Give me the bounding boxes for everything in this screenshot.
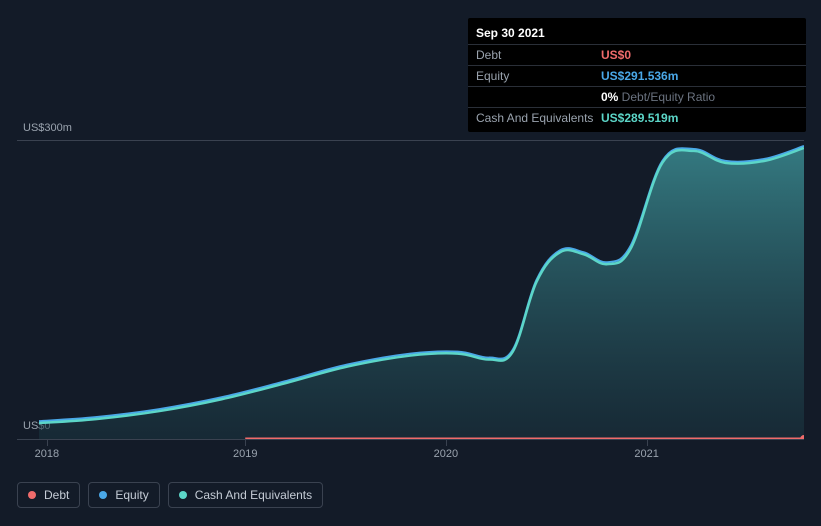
chart-area[interactable]: US$300m US$0 2018201920202021 bbox=[17, 140, 804, 440]
y-axis-label-max: US$300m bbox=[23, 122, 72, 134]
legend-dot-icon bbox=[179, 491, 187, 499]
tooltip-row-value: US$291.536m bbox=[601, 69, 678, 83]
x-tick bbox=[647, 440, 648, 446]
area-cash bbox=[39, 148, 804, 439]
chart-plot bbox=[17, 140, 804, 440]
legend-dot-icon bbox=[99, 491, 107, 499]
x-axis-label: 2021 bbox=[634, 448, 658, 460]
tooltip-row-value: US$0 bbox=[601, 48, 631, 62]
tooltip-row: 0% Debt/Equity Ratio bbox=[468, 86, 806, 107]
legend-dot-icon bbox=[28, 491, 36, 499]
tooltip-date: Sep 30 2021 bbox=[468, 22, 806, 44]
x-axis-label: 2020 bbox=[434, 448, 458, 460]
tooltip-row: EquityUS$291.536m bbox=[468, 65, 806, 86]
x-tick bbox=[47, 440, 48, 446]
chart-legend: Debt Equity Cash And Equivalents bbox=[17, 482, 323, 508]
legend-item[interactable]: Debt bbox=[17, 482, 80, 508]
legend-label: Equity bbox=[115, 488, 148, 502]
tooltip-row-label: Cash And Equivalents bbox=[476, 111, 601, 125]
tooltip-row-label bbox=[476, 90, 601, 104]
tooltip-row: DebtUS$0 bbox=[468, 44, 806, 65]
tooltip-row-label: Debt bbox=[476, 48, 601, 62]
legend-label: Cash And Equivalents bbox=[195, 488, 312, 502]
tooltip-row-value: US$289.519m bbox=[601, 111, 678, 125]
tooltip-row-label: Equity bbox=[476, 69, 601, 83]
x-axis: 2018 2019 2020 2021 bbox=[17, 440, 804, 470]
x-tick bbox=[446, 440, 447, 446]
tooltip-row-value: 0% Debt/Equity Ratio bbox=[601, 90, 715, 104]
x-tick bbox=[245, 440, 246, 446]
x-axis-label: 2019 bbox=[233, 448, 257, 460]
x-axis-label: 2018 bbox=[35, 448, 59, 460]
legend-label: Debt bbox=[44, 488, 69, 502]
legend-item[interactable]: Equity bbox=[88, 482, 159, 508]
legend-item[interactable]: Cash And Equivalents bbox=[168, 482, 323, 508]
tooltip-row: Cash And EquivalentsUS$289.519m bbox=[468, 107, 806, 128]
chart-tooltip: Sep 30 2021 DebtUS$0EquityUS$291.536m0% … bbox=[468, 18, 806, 132]
